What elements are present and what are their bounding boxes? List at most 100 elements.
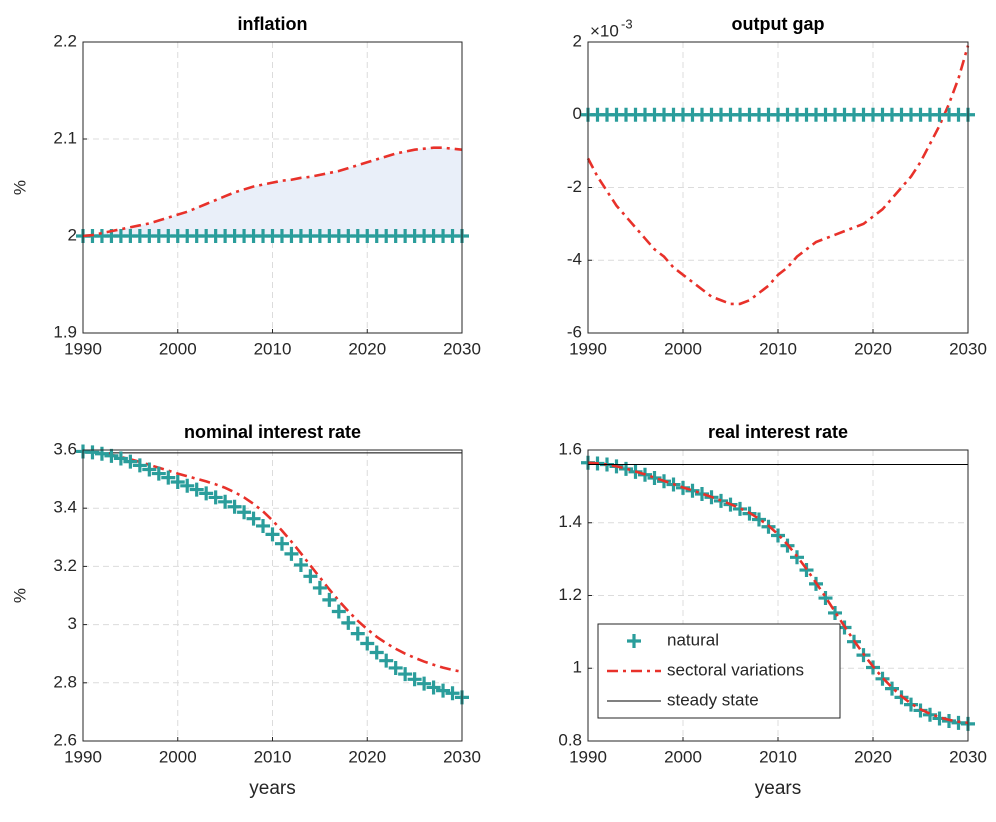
x-tick-label: 2030 bbox=[443, 339, 481, 358]
marker bbox=[331, 604, 346, 619]
chart-panel: 1990 2000 2010 2020 2030 0.8 1 1.2 1.4 1.6 real in… bbox=[558, 422, 987, 799]
marker bbox=[828, 605, 842, 620]
marker bbox=[417, 676, 432, 691]
marker bbox=[265, 527, 280, 542]
axis-multiplier: ×10 bbox=[590, 21, 619, 40]
x-tick-label: 2010 bbox=[759, 747, 797, 766]
marker bbox=[445, 686, 460, 701]
y-tick-label: 0 bbox=[573, 104, 582, 123]
chart-panel: 1990 2000 2010 2020 2030 -6 -4 -2 0 2 output gap ×1… bbox=[567, 14, 987, 359]
marker bbox=[142, 462, 157, 477]
line bbox=[586, 45, 970, 306]
y-tick-label: 1 bbox=[573, 658, 582, 677]
y-tick-label: 1.6 bbox=[558, 439, 582, 458]
marker bbox=[818, 591, 833, 606]
x-tick-label: 2020 bbox=[348, 339, 386, 358]
y-tick-label: 2.2 bbox=[53, 31, 77, 50]
y-tick-label: 2.6 bbox=[53, 730, 77, 749]
axis-exponent: -3 bbox=[621, 16, 633, 31]
marker bbox=[123, 454, 138, 469]
marker bbox=[170, 475, 185, 490]
axes-box bbox=[587, 41, 969, 334]
marker bbox=[151, 466, 166, 481]
y-tick-label: 2 bbox=[68, 225, 77, 244]
marker bbox=[369, 645, 384, 660]
y-tick-label: 1.4 bbox=[558, 512, 582, 531]
chart-panel: 1990 2000 2010 2020 2030 1.9 2 2.1 2.2 inflation% bbox=[10, 14, 480, 359]
y-tick-label: 1.2 bbox=[558, 585, 582, 604]
marker bbox=[885, 681, 899, 696]
x-tick-label: 2030 bbox=[443, 747, 481, 766]
marker bbox=[904, 697, 918, 712]
chart-title: inflation bbox=[238, 14, 308, 34]
line bbox=[587, 461, 969, 725]
y-tick-label: 2.8 bbox=[53, 672, 77, 691]
marker bbox=[132, 458, 147, 473]
y-tick-label: 1.9 bbox=[53, 322, 77, 341]
x-tick-label: 2020 bbox=[854, 339, 892, 358]
y-tick-label: 2 bbox=[573, 31, 582, 50]
marker bbox=[733, 501, 747, 516]
legend-marker bbox=[627, 634, 641, 648]
marker bbox=[341, 615, 356, 630]
marker bbox=[94, 446, 109, 461]
x-tick-label: 1990 bbox=[64, 747, 102, 766]
y-axis-label: % bbox=[10, 180, 29, 195]
marker bbox=[752, 512, 766, 527]
marker bbox=[799, 563, 814, 578]
y-tick-label: 3.6 bbox=[53, 439, 77, 458]
chart-title: real interest rate bbox=[708, 422, 848, 442]
x-tick-label: 2000 bbox=[159, 339, 197, 358]
marker bbox=[256, 518, 271, 533]
marker bbox=[398, 667, 413, 682]
marker bbox=[180, 478, 195, 493]
marker bbox=[237, 505, 252, 520]
x-tick-label: 2020 bbox=[348, 747, 386, 766]
axes-box bbox=[82, 449, 463, 742]
y-tick-label: 0.8 bbox=[558, 730, 582, 749]
marker bbox=[360, 636, 375, 651]
x-tick-label: 1990 bbox=[64, 339, 102, 358]
y-tick-label: -4 bbox=[567, 250, 582, 269]
marker bbox=[426, 680, 441, 695]
legend-label: natural bbox=[667, 630, 719, 649]
x-tick-label: 2030 bbox=[949, 747, 987, 766]
y-tick-label: -2 bbox=[567, 177, 582, 196]
marker bbox=[303, 569, 318, 584]
line bbox=[82, 146, 463, 238]
x-tick-label: 2010 bbox=[254, 747, 292, 766]
shaded-area bbox=[83, 147, 462, 236]
marker bbox=[350, 626, 365, 641]
chart-title: nominal interest rate bbox=[184, 422, 361, 442]
y-tick-label: 3.2 bbox=[53, 556, 77, 575]
marker bbox=[161, 470, 176, 485]
chart-panel: 1990 2000 2010 2020 2030 2.6 2.8 3 3.2 3.4 3.6 nomi… bbox=[10, 422, 480, 799]
marker bbox=[322, 592, 337, 607]
axes-box bbox=[82, 41, 463, 334]
x-axis-label: years bbox=[249, 778, 295, 799]
y-tick-label: 3 bbox=[68, 614, 77, 633]
x-tick-label: 2010 bbox=[759, 339, 797, 358]
marker bbox=[274, 536, 289, 551]
marker bbox=[104, 448, 119, 463]
marker bbox=[227, 499, 242, 514]
marker bbox=[293, 557, 308, 572]
marker bbox=[113, 451, 128, 466]
marker bbox=[790, 550, 804, 565]
x-tick-label: 2030 bbox=[949, 339, 987, 358]
x-tick-label: 1990 bbox=[569, 747, 607, 766]
marker bbox=[189, 482, 204, 497]
axes-box bbox=[587, 449, 969, 742]
x-tick-label: 2000 bbox=[664, 747, 702, 766]
marker bbox=[284, 546, 299, 561]
x-tick-label: 1990 bbox=[569, 339, 607, 358]
marker bbox=[199, 486, 214, 501]
marker bbox=[771, 528, 785, 543]
x-tick-label: 2000 bbox=[159, 747, 197, 766]
x-tick-label: 2010 bbox=[254, 339, 292, 358]
marker bbox=[218, 494, 233, 509]
chart-title: output gap bbox=[732, 14, 825, 34]
marker bbox=[246, 511, 261, 526]
y-tick-label: -6 bbox=[567, 322, 582, 341]
